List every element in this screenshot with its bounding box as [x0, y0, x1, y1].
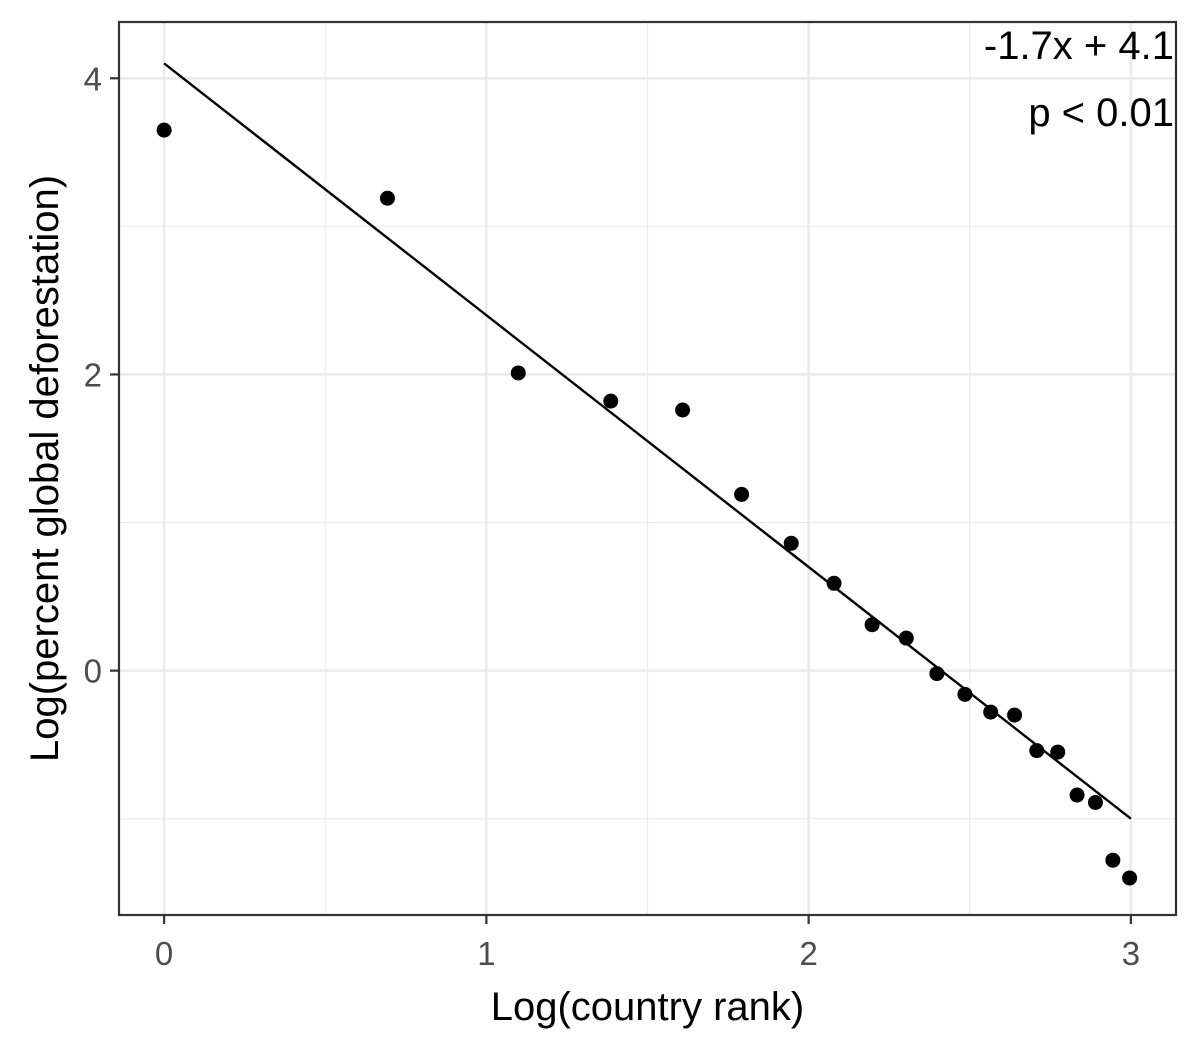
data-points-layer: [156, 122, 1138, 886]
y-tick-label: 2: [84, 356, 102, 393]
y-tick-label: 0: [84, 653, 102, 690]
data-point: [1069, 787, 1085, 803]
x-tick-label: 1: [477, 935, 495, 972]
data-point: [379, 190, 395, 206]
data-point: [156, 122, 172, 138]
data-point: [675, 402, 691, 418]
p-value-annotation: p < 0.01: [1028, 91, 1174, 135]
equation-annotation: -1.7x + 4.1: [984, 24, 1174, 68]
data-point: [983, 704, 999, 720]
data-point: [1007, 707, 1023, 723]
data-point: [898, 630, 914, 646]
data-point: [957, 686, 973, 702]
grid-layer: [119, 22, 1176, 915]
data-point: [826, 575, 842, 591]
y-tick-label: 4: [84, 60, 102, 97]
data-point: [603, 393, 619, 409]
data-point: [734, 486, 750, 502]
data-point: [929, 666, 945, 682]
x-tick-label: 2: [799, 935, 817, 972]
data-point: [1087, 794, 1103, 810]
y-axis-title: Log(percent global deforestation): [23, 175, 67, 762]
axis-ticks-layer: 0 1 2 3 0 2 4: [84, 60, 1140, 972]
data-point: [864, 617, 880, 633]
x-axis-title: Log(country rank): [491, 985, 804, 1029]
data-point: [1122, 870, 1138, 886]
data-point: [783, 535, 799, 551]
panel-border: [117, 20, 1178, 917]
data-point: [1105, 852, 1121, 868]
data-point: [510, 365, 526, 381]
x-tick-label: 3: [1122, 935, 1140, 972]
x-tick-label: 0: [155, 935, 173, 972]
data-point: [1029, 743, 1045, 759]
data-point: [1050, 744, 1066, 760]
